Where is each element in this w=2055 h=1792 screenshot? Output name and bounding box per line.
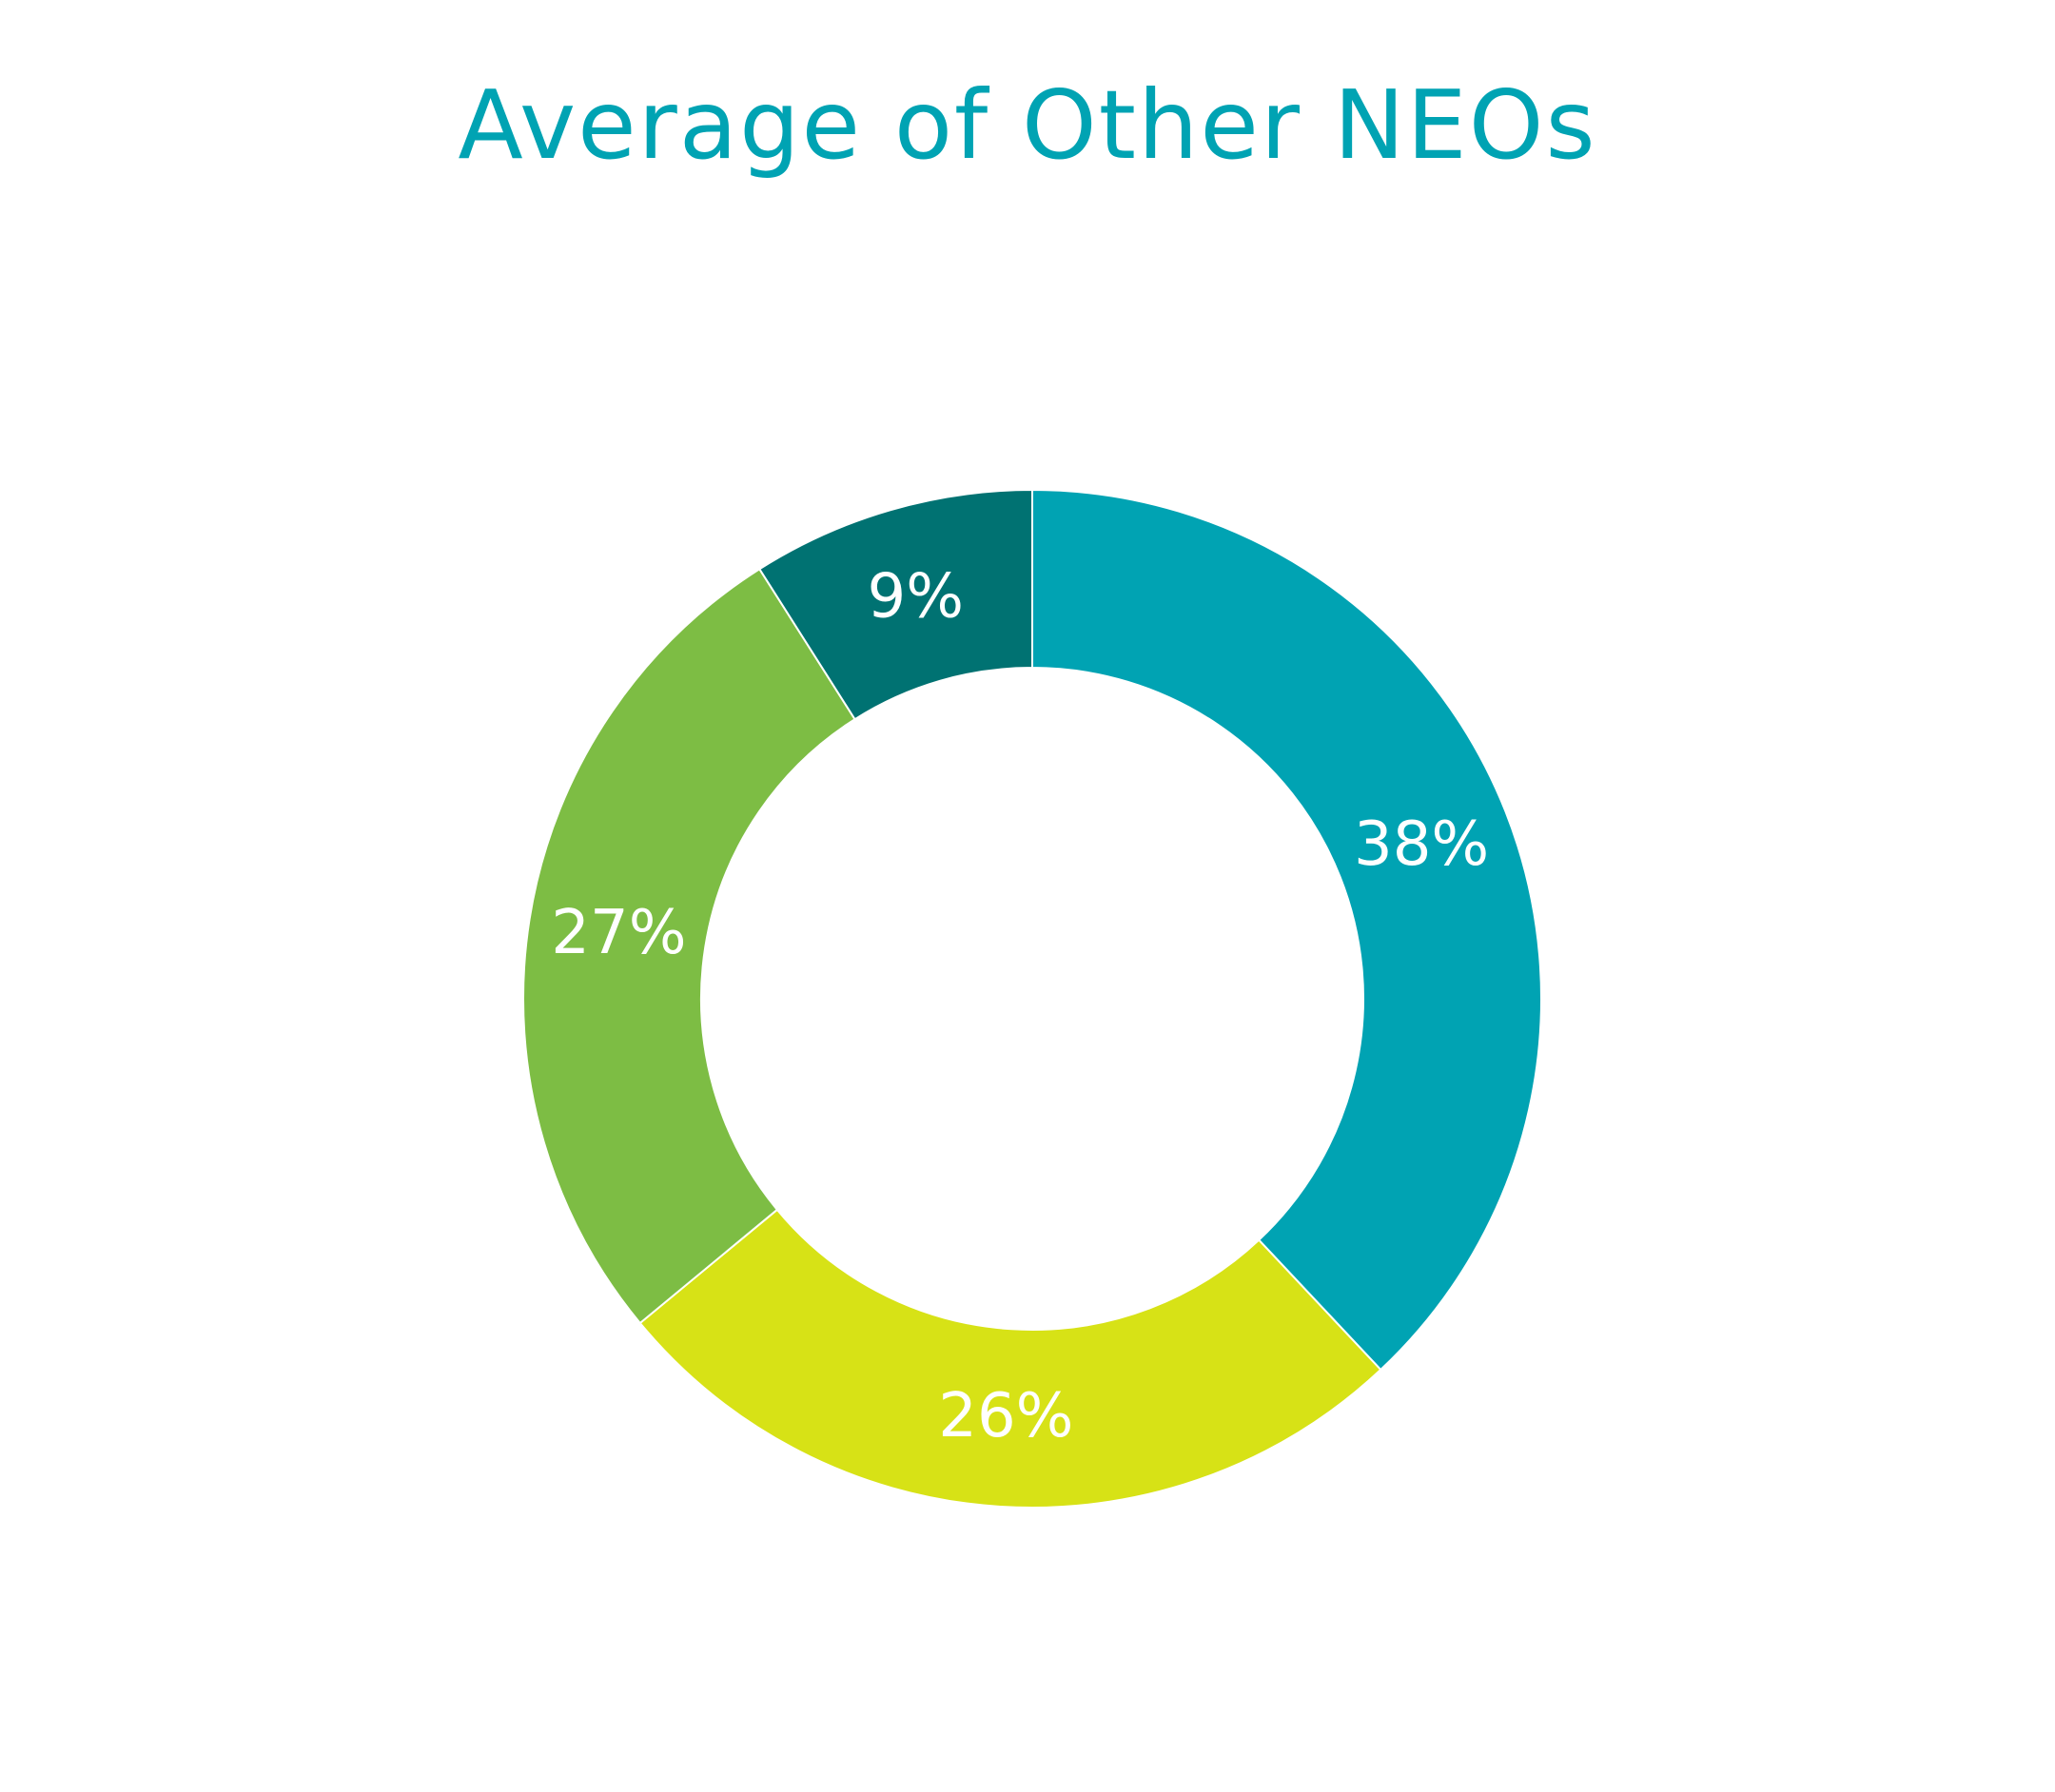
chart-title: Average of Other NEOs	[458, 69, 1597, 181]
donut-label-26: 26%	[938, 1381, 1073, 1451]
donut-label-27: 27%	[551, 898, 686, 968]
donut-slice-9	[757, 488, 1033, 721]
donut-label-38: 38%	[1354, 809, 1489, 880]
donut-label-9: 9%	[867, 561, 964, 632]
donut-slice-38	[1031, 488, 1542, 1372]
donut-slice-26	[638, 1208, 1382, 1509]
donut-slice-27	[522, 567, 856, 1325]
